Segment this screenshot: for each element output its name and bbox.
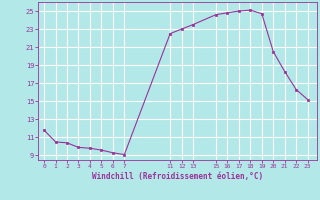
X-axis label: Windchill (Refroidissement éolien,°C): Windchill (Refroidissement éolien,°C) [92, 172, 263, 181]
